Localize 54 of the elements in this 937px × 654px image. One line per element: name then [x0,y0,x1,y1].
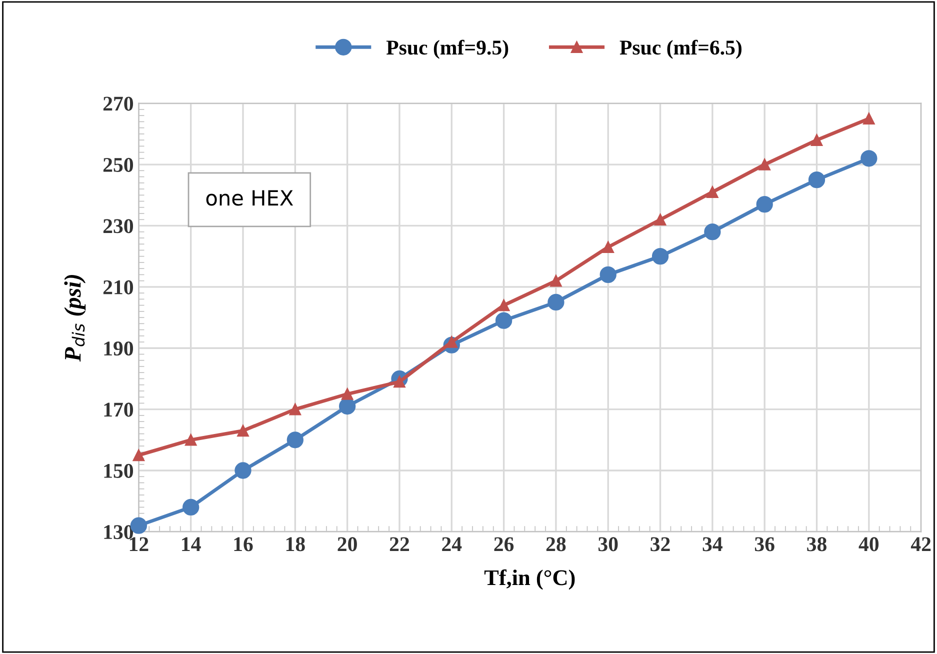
point [810,134,823,146]
annotation: one HEX [206,190,294,206]
x-tick-label: 20 [338,537,357,552]
point [550,274,562,287]
point [495,312,512,329]
legend-label: Psuc (mf=9.5) [386,40,508,59]
x-tick-label: 32 [650,537,670,552]
point [289,403,302,416]
y-tick-label: 190 [104,341,134,356]
y-tick-label: 150 [104,464,134,478]
x-tick-label: 28 [546,537,566,552]
x-tick-label: 30 [598,537,618,552]
point [286,432,304,448]
x-tick-label: 40 [858,537,879,552]
x-tick-label: 18 [286,537,305,552]
x-tick-label: 16 [234,537,253,552]
point [706,186,718,198]
point [341,388,354,400]
x-axis-title: Tf,in (°C) [484,569,575,590]
x-tick-label: 42 [910,537,931,552]
point [860,150,878,167]
x-tick-label: 38 [807,537,826,552]
y-tick-label: 170 [104,402,134,417]
point [548,294,564,311]
x-tick-label: 36 [754,537,774,552]
point [756,196,773,213]
point [184,434,197,446]
x-tick-label: 14 [182,537,201,552]
point [498,299,510,312]
y-tick-label: 230 [103,219,134,234]
x-tick-label: 12 [130,537,148,552]
y-axis-title: P$_{dis}$ (psi) [64,275,86,362]
legend-label: Psuc (mf=6.5) [620,40,742,59]
x-tick-label: 26 [494,537,514,552]
point [758,158,770,170]
point [704,224,721,240]
point [234,462,252,479]
x-tick-label: 24 [442,537,462,552]
point [808,171,826,188]
point [182,498,200,516]
point [600,266,616,284]
point [132,449,145,462]
y-tick-label: 270 [103,96,134,111]
x-tick-label: 34 [702,537,722,552]
x-tick-label: 22 [390,537,409,552]
y-tick-label: 250 [103,158,134,172]
point [338,398,356,415]
point [237,424,249,437]
point [602,241,614,254]
y-tick-label: 130 [104,525,134,540]
point [654,214,666,226]
y-tick-label: 210 [103,280,134,294]
point [863,112,875,125]
point [652,248,669,265]
